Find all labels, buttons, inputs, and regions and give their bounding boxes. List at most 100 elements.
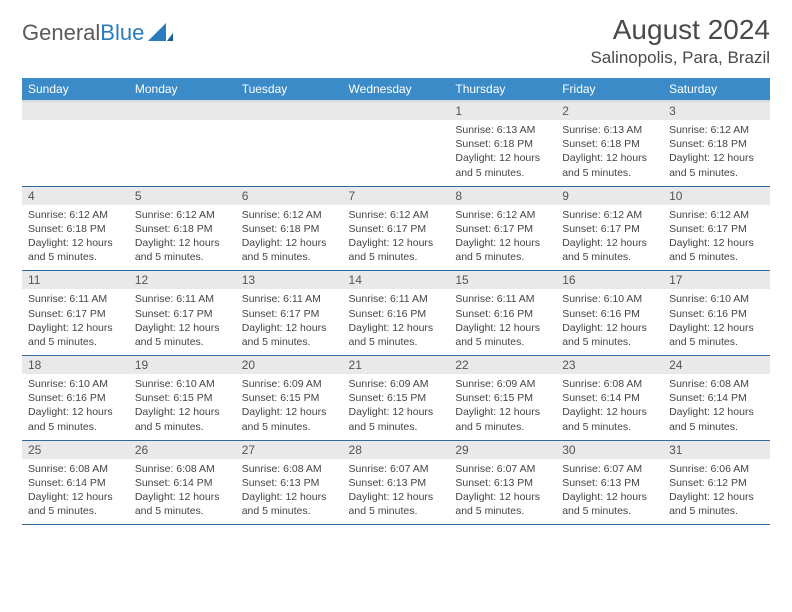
day-cell: 23Sunrise: 6:08 AMSunset: 6:14 PMDayligh… <box>556 356 663 441</box>
sunset-line: Sunset: 6:18 PM <box>455 137 550 151</box>
sunset-line: Sunset: 6:18 PM <box>242 222 337 236</box>
date-number: 29 <box>449 441 556 459</box>
day-body: Sunrise: 6:11 AMSunset: 6:17 PMDaylight:… <box>236 289 343 355</box>
daylight-line: Daylight: 12 hours and 5 minutes. <box>242 321 337 349</box>
date-number: 6 <box>236 187 343 205</box>
sunrise-line: Sunrise: 6:13 AM <box>455 123 550 137</box>
day-cell: 15Sunrise: 6:11 AMSunset: 6:16 PMDayligh… <box>449 271 556 356</box>
date-number: 3 <box>663 102 770 120</box>
date-number: 12 <box>129 271 236 289</box>
day-cell: 16Sunrise: 6:10 AMSunset: 6:16 PMDayligh… <box>556 271 663 356</box>
daylight-line: Daylight: 12 hours and 5 minutes. <box>455 405 550 433</box>
daylight-line: Daylight: 12 hours and 5 minutes. <box>669 151 764 179</box>
sunset-line: Sunset: 6:14 PM <box>135 476 230 490</box>
day-cell: 20Sunrise: 6:09 AMSunset: 6:15 PMDayligh… <box>236 356 343 441</box>
sunset-line: Sunset: 6:15 PM <box>455 391 550 405</box>
date-number: 14 <box>343 271 450 289</box>
day-header: Monday <box>129 78 236 101</box>
sunrise-line: Sunrise: 6:12 AM <box>349 208 444 222</box>
day-header: Wednesday <box>343 78 450 101</box>
daylight-line: Daylight: 12 hours and 5 minutes. <box>562 151 657 179</box>
day-cell: 7Sunrise: 6:12 AMSunset: 6:17 PMDaylight… <box>343 186 450 271</box>
day-body: Sunrise: 6:12 AMSunset: 6:18 PMDaylight:… <box>236 205 343 271</box>
sunset-line: Sunset: 6:13 PM <box>242 476 337 490</box>
sunrise-line: Sunrise: 6:10 AM <box>669 292 764 306</box>
day-body: Sunrise: 6:10 AMSunset: 6:16 PMDaylight:… <box>663 289 770 355</box>
sunrise-line: Sunrise: 6:09 AM <box>349 377 444 391</box>
day-cell: 2Sunrise: 6:13 AMSunset: 6:18 PMDaylight… <box>556 101 663 186</box>
day-header-row: SundayMondayTuesdayWednesdayThursdayFrid… <box>22 78 770 101</box>
day-header: Saturday <box>663 78 770 101</box>
day-cell: 3 Sunrise: 6:12 AMSunset: 6:18 PMDaylight… <box>663 101 770 186</box>
date-number: 23 <box>556 356 663 374</box>
day-body: Sunrise: 6:13 AMSunset: 6:18 PMDaylight:… <box>556 120 663 186</box>
date-number: 1 <box>449 102 556 120</box>
day-body: Sunrise: 6:09 AMSunset: 6:15 PMDaylight:… <box>236 374 343 440</box>
sunrise-line: Sunrise: 6:08 AM <box>562 377 657 391</box>
sunrise-line: Sunrise: 6:10 AM <box>28 377 123 391</box>
date-number: 9 <box>556 187 663 205</box>
sunset-line: Sunset: 6:17 PM <box>455 222 550 236</box>
sunrise-line: Sunrise: 6:11 AM <box>455 292 550 306</box>
day-cell: 18Sunrise: 6:10 AMSunset: 6:16 PMDayligh… <box>22 356 129 441</box>
daylight-line: Daylight: 12 hours and 5 minutes. <box>562 236 657 264</box>
sunrise-line: Sunrise: 6:12 AM <box>135 208 230 222</box>
day-body: Sunrise: 6:07 AMSunset: 6:13 PMDaylight:… <box>449 459 556 525</box>
day-header: Tuesday <box>236 78 343 101</box>
day-body: Sunrise: 6:08 AMSunset: 6:14 PMDaylight:… <box>556 374 663 440</box>
day-body: Sunrise: 6:13 AMSunset: 6:18 PMDaylight:… <box>449 120 556 186</box>
sunrise-line: Sunrise: 6:08 AM <box>242 462 337 476</box>
day-cell: 10Sunrise: 6:12 AMSunset: 6:17 PMDayligh… <box>663 186 770 271</box>
sunset-line: Sunset: 6:18 PM <box>28 222 123 236</box>
day-body: Sunrise: 6:06 AMSunset: 6:12 PMDaylight:… <box>663 459 770 525</box>
daylight-line: Daylight: 12 hours and 5 minutes. <box>28 490 123 518</box>
sunrise-line: Sunrise: 6:08 AM <box>28 462 123 476</box>
day-body <box>343 120 450 180</box>
day-cell <box>129 101 236 186</box>
day-body: Sunrise: 6:08 AMSunset: 6:14 PMDaylight:… <box>663 374 770 440</box>
sunset-line: Sunset: 6:16 PM <box>349 307 444 321</box>
day-body: Sunrise: 6:11 AMSunset: 6:17 PMDaylight:… <box>129 289 236 355</box>
day-cell: 17Sunrise: 6:10 AMSunset: 6:16 PMDayligh… <box>663 271 770 356</box>
sunset-line: Sunset: 6:13 PM <box>562 476 657 490</box>
daylight-line: Daylight: 12 hours and 5 minutes. <box>28 321 123 349</box>
sunset-line: Sunset: 6:17 PM <box>562 222 657 236</box>
sunrise-line: Sunrise: 6:10 AM <box>562 292 657 306</box>
sunset-line: Sunset: 6:17 PM <box>135 307 230 321</box>
day-cell: 30Sunrise: 6:07 AMSunset: 6:13 PMDayligh… <box>556 440 663 525</box>
sunrise-line: Sunrise: 6:06 AM <box>669 462 764 476</box>
date-number: 18 <box>22 356 129 374</box>
day-cell: 26Sunrise: 6:08 AMSunset: 6:14 PMDayligh… <box>129 440 236 525</box>
sunset-line: Sunset: 6:16 PM <box>562 307 657 321</box>
day-body: Sunrise: 6:09 AMSunset: 6:15 PMDaylight:… <box>449 374 556 440</box>
day-cell: 29Sunrise: 6:07 AMSunset: 6:13 PMDayligh… <box>449 440 556 525</box>
sunset-line: Sunset: 6:12 PM <box>669 476 764 490</box>
date-number: 13 <box>236 271 343 289</box>
sunset-line: Sunset: 6:15 PM <box>349 391 444 405</box>
day-body: Sunrise: 6:08 AMSunset: 6:14 PMDaylight:… <box>129 459 236 525</box>
daylight-line: Daylight: 12 hours and 5 minutes. <box>135 236 230 264</box>
logo-text-general: General <box>22 20 100 46</box>
week-row: 11Sunrise: 6:11 AMSunset: 6:17 PMDayligh… <box>22 271 770 356</box>
day-body <box>236 120 343 180</box>
date-number: 11 <box>22 271 129 289</box>
sunset-line: Sunset: 6:16 PM <box>455 307 550 321</box>
sunrise-line: Sunrise: 6:12 AM <box>669 123 764 137</box>
day-cell: 1Sunrise: 6:13 AMSunset: 6:18 PMDaylight… <box>449 101 556 186</box>
day-cell: 11Sunrise: 6:11 AMSunset: 6:17 PMDayligh… <box>22 271 129 356</box>
sunset-line: Sunset: 6:18 PM <box>669 137 764 151</box>
daylight-line: Daylight: 12 hours and 5 minutes. <box>669 236 764 264</box>
day-body: Sunrise: 6:07 AMSunset: 6:13 PMDaylight:… <box>343 459 450 525</box>
sunrise-line: Sunrise: 6:11 AM <box>242 292 337 306</box>
week-row: 25Sunrise: 6:08 AMSunset: 6:14 PMDayligh… <box>22 440 770 525</box>
sunset-line: Sunset: 6:18 PM <box>562 137 657 151</box>
daylight-line: Daylight: 12 hours and 5 minutes. <box>349 490 444 518</box>
daylight-line: Daylight: 12 hours and 5 minutes. <box>669 321 764 349</box>
date-number: 7 <box>343 187 450 205</box>
daylight-line: Daylight: 12 hours and 5 minutes. <box>455 151 550 179</box>
day-body <box>22 120 129 180</box>
sunrise-line: Sunrise: 6:09 AM <box>455 377 550 391</box>
daylight-line: Daylight: 12 hours and 5 minutes. <box>562 321 657 349</box>
date-number: 15 <box>449 271 556 289</box>
day-body: Sunrise: 6:10 AMSunset: 6:16 PMDaylight:… <box>556 289 663 355</box>
